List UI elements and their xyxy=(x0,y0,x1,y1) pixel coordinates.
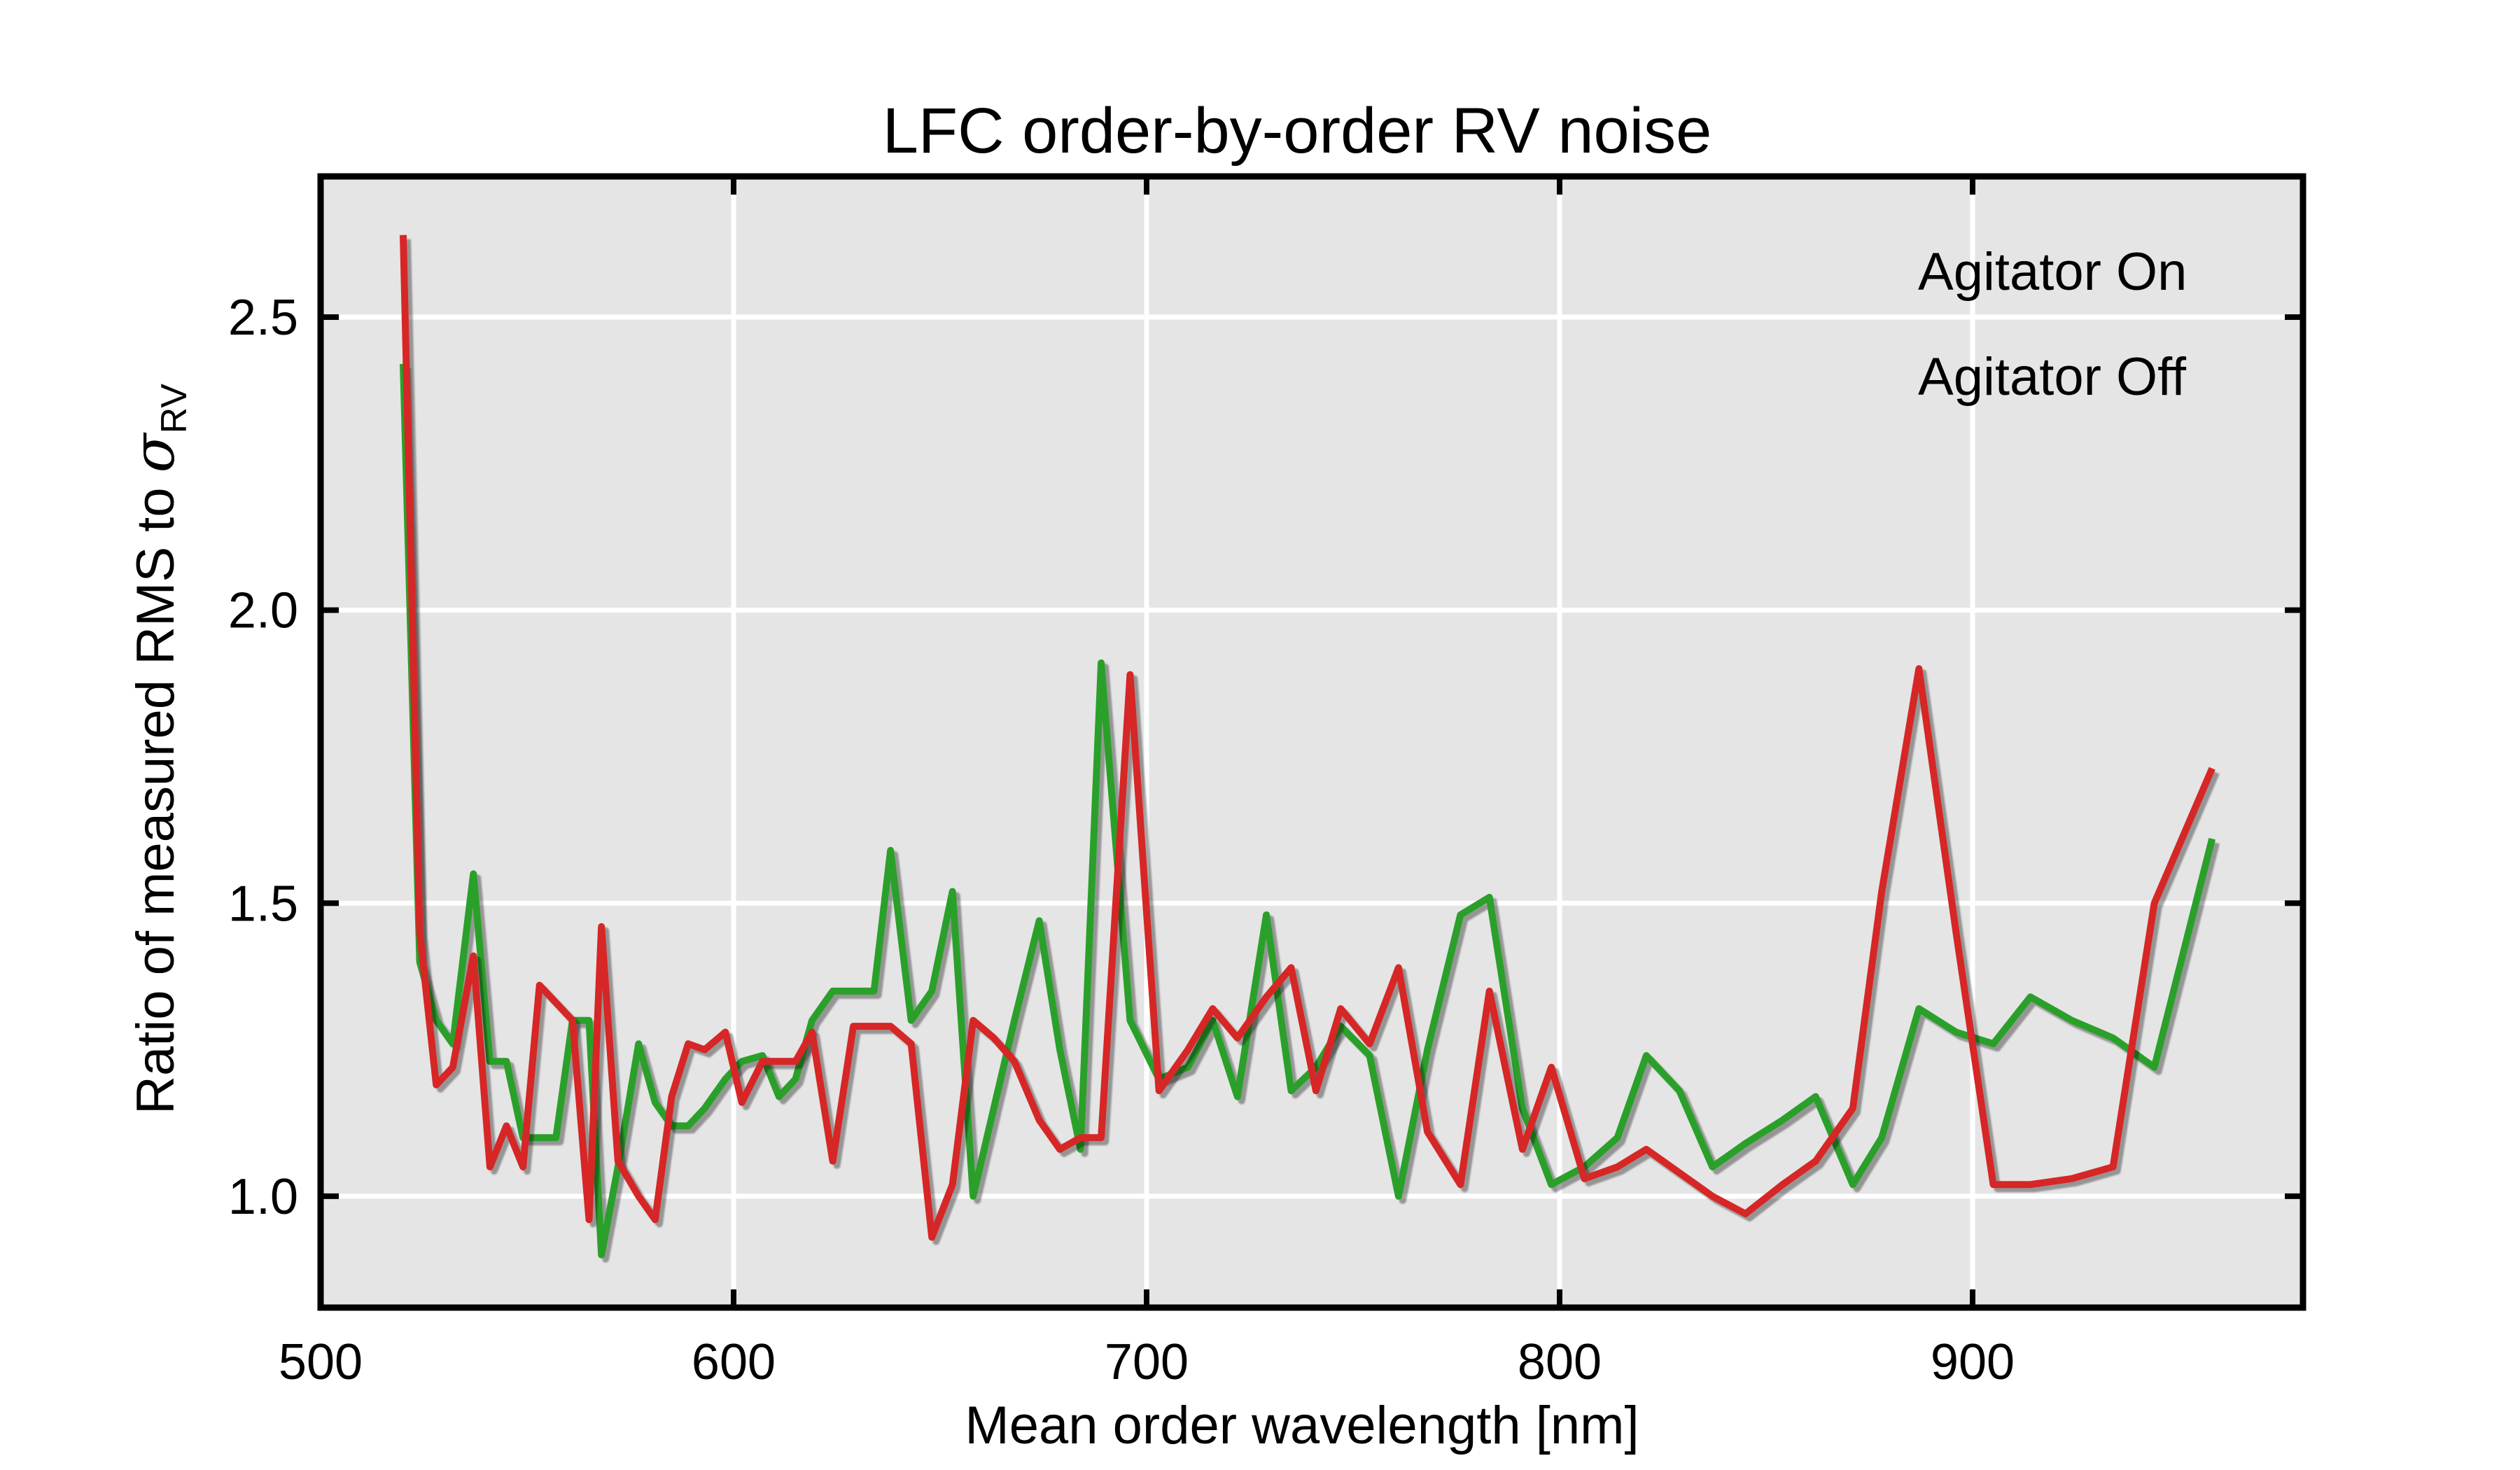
x-tick-label: 600 xyxy=(692,1334,776,1390)
x-tick-label: 900 xyxy=(1931,1334,2015,1390)
y-axis-label: Ratio of measured RMS to σRV xyxy=(121,384,195,1114)
x-axis-label: Mean order wavelength [nm] xyxy=(965,1396,1639,1455)
y-axis-label-subscript: RV xyxy=(154,384,195,434)
y-axis-label-symbol: σ xyxy=(121,432,188,472)
grid-lines xyxy=(321,176,2303,1308)
series-line-agitator-off xyxy=(400,234,2216,1241)
x-tick-label: 800 xyxy=(1518,1334,1602,1390)
legend-label-agitator-off: Agitator Off xyxy=(1918,347,2187,407)
y-tick-label: 2.0 xyxy=(228,583,298,639)
chart-title: LFC order-by-order RV noise xyxy=(883,95,1712,167)
legend-label-agitator-on: Agitator On xyxy=(1918,242,2187,302)
y-tick-label: 1.5 xyxy=(228,876,298,932)
plot-frame xyxy=(317,173,2306,1311)
legend: Agitator On Agitator Off xyxy=(1728,242,2187,407)
y-tick-label: 1.0 xyxy=(228,1169,298,1225)
x-tick-label: 500 xyxy=(279,1334,363,1390)
axis-ticks: 500 600 700 800 900 1.0 1.5 2.0 2.5 xyxy=(228,176,2303,1390)
x-tick-label: 700 xyxy=(1105,1334,1189,1390)
series-lines xyxy=(400,234,2216,1259)
y-axis-label-main: Ratio of measured RMS to xyxy=(126,472,186,1114)
series-line-agitator-on xyxy=(400,363,2216,1259)
y-tick-label: 2.5 xyxy=(228,290,298,346)
